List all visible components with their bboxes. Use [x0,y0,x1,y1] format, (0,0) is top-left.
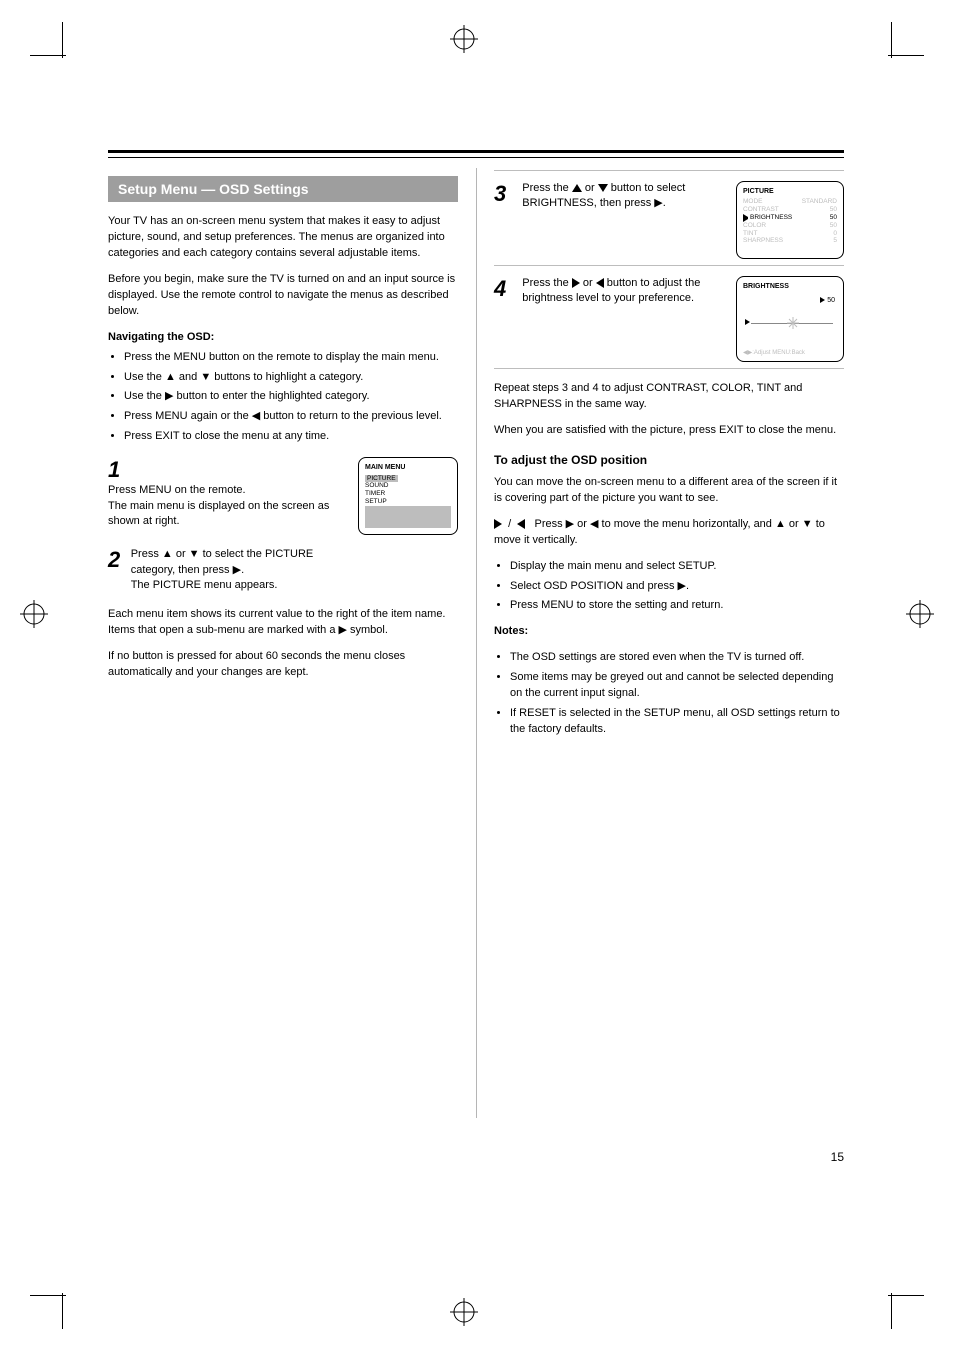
separator-rule [494,368,844,369]
separator-rule [494,265,844,266]
osd-hint-band [365,506,451,528]
nav-list-item: Press EXIT to close the menu at any time… [124,429,458,445]
sub-step: / Press ▶ or ◀ to move the menu horizont… [494,517,844,549]
tail-paragraph-2: If no button is pressed for about 60 sec… [108,649,458,681]
right-arrow-icon [494,519,502,529]
step-4-text: Press the or button to adjust the bright… [522,276,726,307]
intro-paragraph-1: Your TV has an on-screen menu system tha… [108,214,458,262]
step-2-text: Press ▲ or ▼ to select the PICTURE categ… [131,547,361,593]
nav-list-item: Use the ▶ button to enter the highlighte… [124,389,458,405]
up-arrow-icon [572,184,582,192]
page-content: Setup Menu — OSD Settings Your TV has an… [108,150,844,1150]
sub-steps-list: Display the main menu and select SETUP. … [494,559,844,615]
step-number: 1 [108,457,120,483]
registration-mark-left [20,600,48,628]
osd-main-menu-illustration: MAIN MENU PICTURE SOUND TIMER SETUP [358,457,458,535]
note-item: Some items may be greyed out and cannot … [510,670,844,702]
osd-picture-menu-illustration: PICTURE MODESTANDARD CONTRAST50 BRIGHTNE… [736,181,844,259]
registration-mark-right [906,600,934,628]
step-number: 3 [494,181,506,207]
sub-step-item: Press MENU to store the setting and retu… [510,598,844,614]
note-item: If RESET is selected in the SETUP menu, … [510,706,844,738]
right-arrow-icon [572,278,580,288]
sub-step-item: Select OSD POSITION and press ▶. [510,579,844,595]
sub-step-item: Display the main menu and select SETUP. [510,559,844,575]
step-1-text: Press MENU on the remote. The main menu … [108,483,338,529]
sub-intro: You can move the on-screen menu to a dif… [494,475,844,507]
after-steps-paragraph-1: Repeat steps 3 and 4 to adjust CONTRAST,… [494,381,844,413]
registration-mark-bottom [450,1298,478,1326]
note-item: The OSD settings are stored even when th… [510,650,844,666]
nav-list-item: Use the ▲ and ▼ buttons to highlight a c… [124,370,458,386]
cursor-icon [745,319,750,325]
osd-brightness-slider-illustration: BRIGHTNESS 50 [736,276,844,362]
after-steps-paragraph-2: When you are satisfied with the picture,… [494,423,844,439]
step-number: 4 [494,276,506,302]
left-arrow-icon [596,278,604,288]
nav-list-item: Press the MENU button on the remote to d… [124,350,458,366]
osd-position-subhead: To adjust the OSD position [494,453,844,467]
section-heading-bar: Setup Menu — OSD Settings [108,176,458,202]
page-number: 15 [831,1150,844,1164]
down-arrow-icon [598,184,608,192]
play-cursor-icon [820,297,825,303]
nav-list-item: Press MENU again or the ◀ button to retu… [124,409,458,425]
intro-paragraph-2: Before you begin, make sure the TV is tu… [108,272,458,320]
step-number: 2 [108,547,120,573]
notes-list: The OSD settings are stored even when th… [494,650,844,738]
notes-label: Notes: [494,625,528,637]
tail-paragraph-1: Each menu item shows its current value t… [108,607,458,639]
step-3-text: Press the or button to select BRIGHTNESS… [522,181,726,212]
slider-knob-icon [787,317,799,329]
left-arrow-icon [517,519,525,529]
right-top-rule [494,170,844,171]
section-heading: Setup Menu — OSD Settings [118,181,309,197]
nav-list: Press the MENU button on the remote to d… [108,350,458,446]
nav-list-label: Navigating the OSD: [108,331,214,343]
registration-mark-top [450,25,478,53]
top-thin-rule [108,157,844,158]
